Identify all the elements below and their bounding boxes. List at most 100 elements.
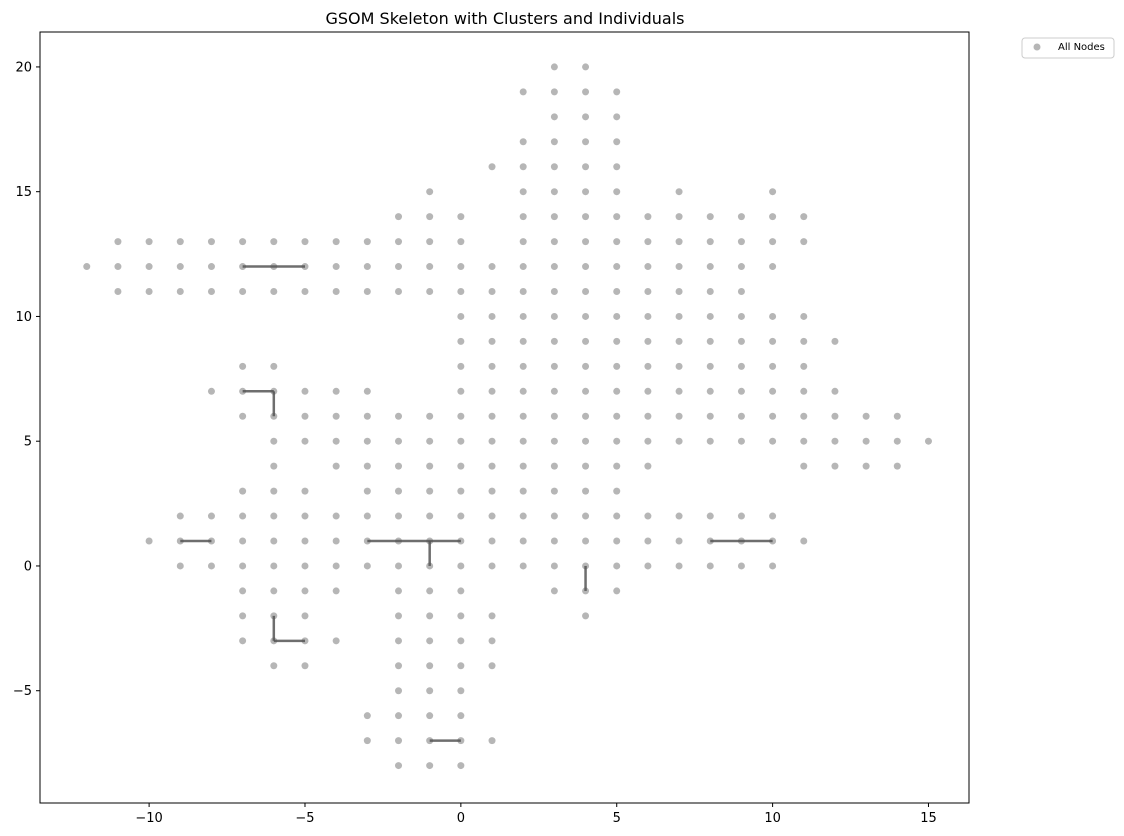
node-point (457, 612, 465, 620)
node-point (613, 263, 621, 271)
node-point (457, 213, 465, 221)
node-point (582, 88, 590, 96)
node-point (395, 762, 403, 770)
node-point (363, 238, 371, 246)
node-point (239, 412, 247, 420)
node-point (426, 587, 434, 595)
node-point (488, 512, 496, 520)
node-point (363, 487, 371, 495)
x-tick-label: −5 (295, 811, 314, 826)
node-point (457, 662, 465, 670)
node-point (800, 537, 808, 545)
node-point (363, 387, 371, 395)
node-point (613, 138, 621, 146)
node-point (363, 462, 371, 470)
node-point (114, 263, 122, 271)
node-point (488, 163, 496, 171)
legend-label: All Nodes (1058, 42, 1105, 53)
node-point (613, 287, 621, 295)
node-point (301, 662, 309, 670)
node-point (862, 412, 870, 420)
node-point (675, 387, 683, 395)
node-point (675, 437, 683, 445)
node-point (332, 462, 340, 470)
x-axis: −10 −5 0 5 10 15 (135, 803, 937, 826)
node-point (550, 213, 558, 221)
node-point (582, 487, 590, 495)
node-point (675, 337, 683, 345)
node-point (363, 263, 371, 271)
node-point (395, 437, 403, 445)
node-point (519, 88, 527, 96)
node-point (550, 88, 558, 96)
node-point (769, 312, 777, 320)
node-point (270, 462, 278, 470)
node-point (426, 238, 434, 246)
node-point (582, 537, 590, 545)
node-point (426, 687, 434, 695)
node-point (395, 562, 403, 570)
node-point (800, 412, 808, 420)
node-point (488, 487, 496, 495)
node-point (332, 387, 340, 395)
node-point (332, 637, 340, 645)
node-point (519, 138, 527, 146)
x-tick-label: 10 (764, 811, 781, 826)
node-point (488, 637, 496, 645)
node-point (207, 562, 215, 570)
node-point (582, 437, 590, 445)
node-point (457, 462, 465, 470)
node-point (582, 412, 590, 420)
node-point (395, 712, 403, 720)
node-point (488, 737, 496, 745)
node-point (613, 88, 621, 96)
node-point (395, 213, 403, 221)
node-point (550, 487, 558, 495)
node-point (582, 387, 590, 395)
node-point (550, 562, 558, 570)
node-point (207, 238, 215, 246)
node-point (114, 238, 122, 246)
node-point (519, 213, 527, 221)
node-point (457, 437, 465, 445)
node-point (644, 562, 652, 570)
node-point (395, 287, 403, 295)
node-point (550, 138, 558, 146)
y-tick-label: 5 (24, 435, 32, 450)
node-point (301, 412, 309, 420)
node-point (769, 213, 777, 221)
node-point (582, 263, 590, 271)
y-tick-label: 0 (24, 559, 32, 574)
node-point (706, 312, 714, 320)
node-point (613, 412, 621, 420)
node-point (332, 287, 340, 295)
node-point (270, 362, 278, 370)
node-point (550, 312, 558, 320)
node-point (706, 362, 714, 370)
node-point (301, 487, 309, 495)
node-point (457, 263, 465, 271)
node-point (800, 362, 808, 370)
node-point (519, 263, 527, 271)
node-point (488, 337, 496, 345)
node-point (332, 437, 340, 445)
node-point (613, 113, 621, 121)
node-point (613, 337, 621, 345)
node-point (582, 287, 590, 295)
node-point (644, 263, 652, 271)
node-point (737, 312, 745, 320)
node-point (301, 537, 309, 545)
node-point (301, 238, 309, 246)
node-point (457, 562, 465, 570)
node-point (706, 512, 714, 520)
node-point (550, 287, 558, 295)
node-point (924, 437, 932, 445)
node-point (644, 287, 652, 295)
node-point (395, 462, 403, 470)
node-point (488, 287, 496, 295)
node-point (550, 113, 558, 121)
node-point (737, 238, 745, 246)
node-point (769, 387, 777, 395)
node-point (582, 512, 590, 520)
node-point (519, 437, 527, 445)
